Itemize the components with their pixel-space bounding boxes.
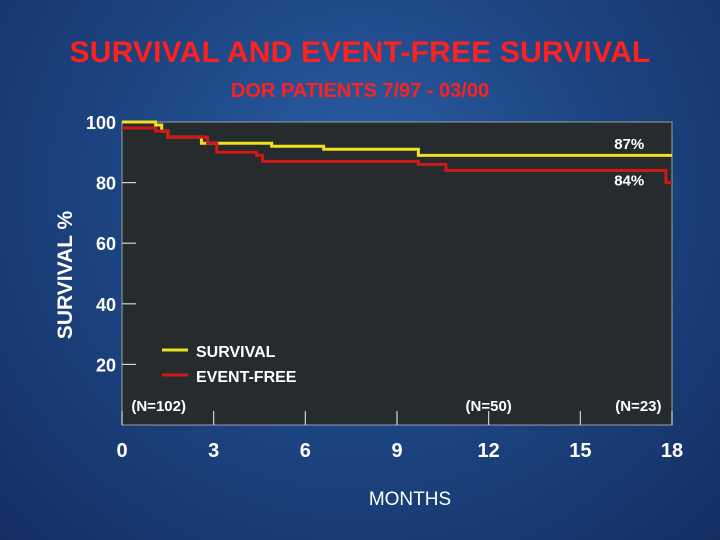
legend-label: SURVIVAL: [196, 344, 276, 361]
y-axis-label: SURVIVAL %: [54, 210, 77, 339]
slide-subtitle: DOR PATIENTS 7/97 - 03/00: [230, 80, 490, 102]
y-tick-label: 20: [96, 355, 116, 375]
legend-label: EVENT-FREE: [196, 369, 297, 386]
series-line-event-free: [122, 126, 672, 185]
y-tick-label: 80: [96, 174, 116, 194]
annotation-label: 87%: [614, 136, 644, 153]
y-tick-label: 60: [96, 234, 116, 254]
y-tick-label: 100: [86, 113, 116, 133]
annotation-label: 84%: [614, 173, 644, 190]
x-axis-label: MONTHS: [369, 489, 451, 510]
x-tick-label: 15: [569, 440, 591, 462]
x-tick-label: 6: [300, 440, 311, 462]
x-tick-label: 12: [478, 440, 500, 462]
n-label: (N=23): [615, 398, 661, 415]
n-label: (N=50): [466, 398, 512, 415]
x-tick-label: 0: [116, 440, 127, 462]
x-tick-label: 3: [208, 440, 219, 462]
n-label: (N=102): [131, 398, 186, 415]
slide-title: SURVIVAL AND EVENT-FREE SURVIVAL: [69, 36, 651, 69]
x-tick-label: 9: [391, 440, 402, 462]
y-tick-label: 40: [96, 295, 116, 315]
plot-area: [121, 121, 673, 426]
x-tick-label: 18: [661, 440, 683, 462]
legend: SURVIVAL EVENT-FREE: [162, 344, 297, 386]
